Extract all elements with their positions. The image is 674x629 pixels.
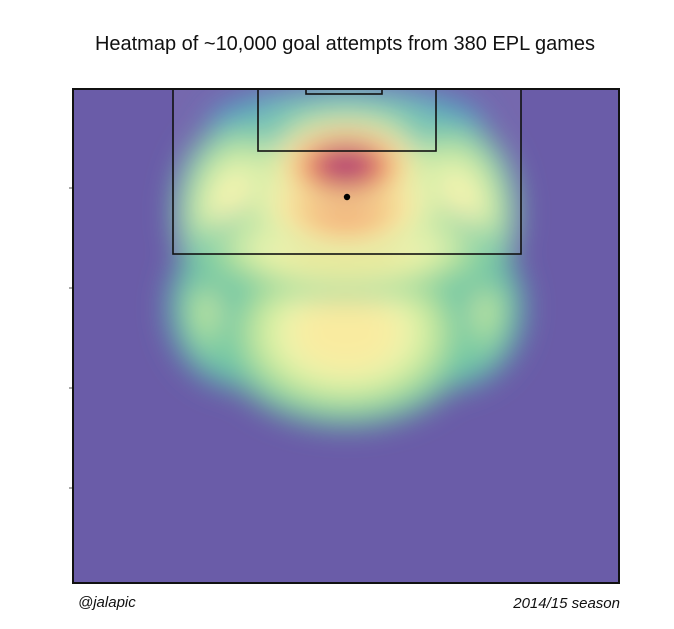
- six-yard-box: [257, 88, 437, 152]
- season-label: 2014/15 season: [513, 595, 620, 612]
- heatmap-pitch: [69, 88, 620, 584]
- penalty-spot: [343, 193, 351, 201]
- chart-title: Heatmap of ~10,000 goal attempts from 38…: [94, 33, 596, 55]
- author-credit: @jalapic: [78, 594, 136, 611]
- heatmap-cell: [293, 295, 399, 371]
- heatmap-cell: [316, 148, 376, 184]
- pitch-border: [72, 88, 620, 584]
- axis-ticks: [69, 187, 72, 489]
- heatmap-density-layer: [167, 88, 525, 427]
